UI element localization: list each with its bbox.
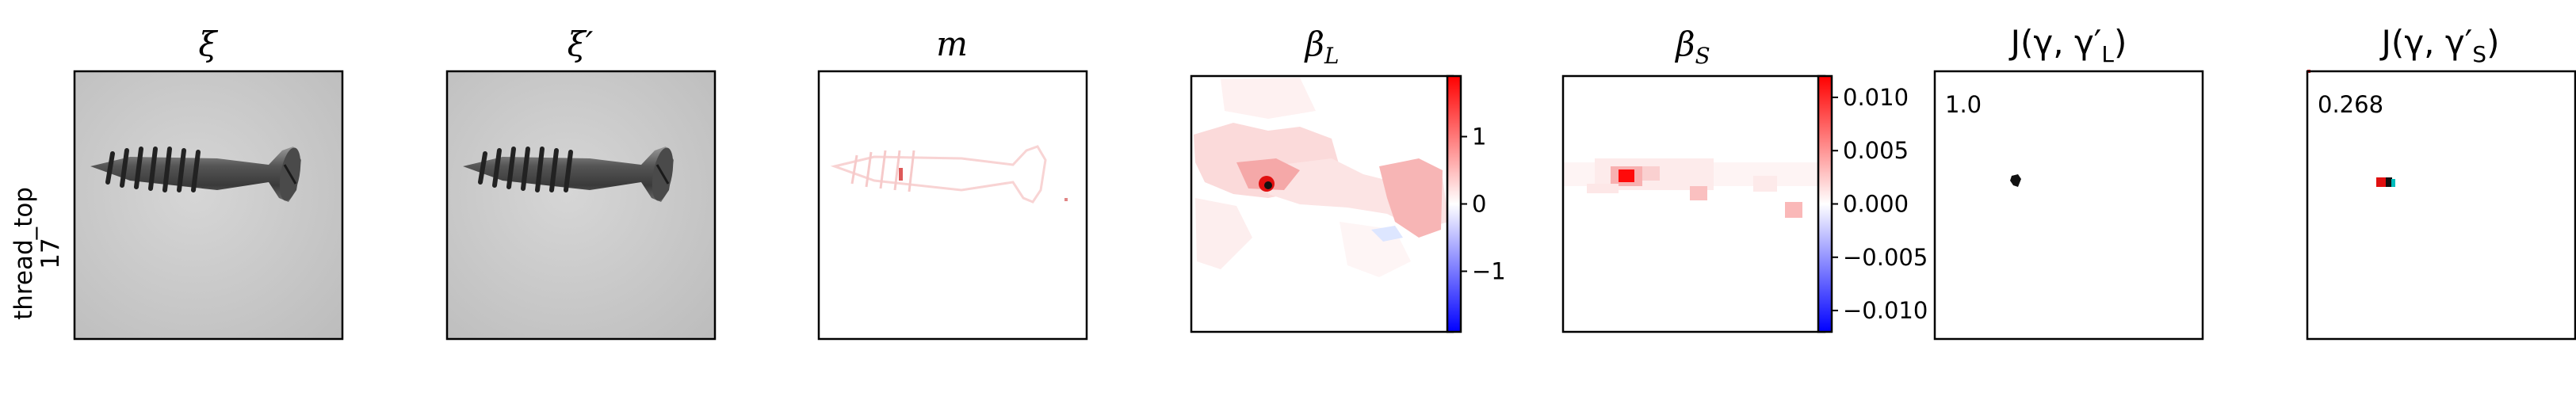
jaccard-S-value: 0.268	[2318, 91, 2383, 118]
colorbar-L-tick-label: −1	[1472, 258, 1506, 285]
colorbar-S-tick-label: 0.005	[1843, 137, 1909, 164]
colorbar-S-tick-label: 0.010	[1843, 84, 1909, 111]
svg-text:17: 17	[36, 238, 65, 268]
image-jaccard-S	[2307, 71, 2575, 339]
panel-title-xi: ξ	[198, 25, 218, 63]
mask-hotspot-2	[1064, 198, 1068, 201]
svg-text:thread_top: thread_top	[10, 187, 38, 320]
panel-title-beta-S: βS	[1674, 25, 1710, 69]
panel-jaccard-L: J(γ, γ′L) 1.0	[1933, 23, 2204, 341]
row-label-line-1: thread_top	[10, 187, 38, 320]
image-xi	[75, 71, 342, 339]
panel-title-m: m	[936, 25, 968, 63]
panel-m: m	[817, 25, 1088, 341]
beta-L-peak-core	[1264, 181, 1272, 189]
jaccard-S-black	[2386, 177, 2392, 187]
colorbar-L-gradient	[1447, 76, 1461, 332]
colorbar-S-gradient	[1818, 76, 1832, 332]
panel-xi-prime: ξ′	[445, 25, 717, 341]
row-label-line-2: 17	[36, 238, 65, 268]
colorbar-S: 0.010 0.005 0.000 −0.005 −0.010	[1817, 74, 1928, 333]
jaccard-S-cyan	[2391, 179, 2395, 187]
colorbar-L-tick-label: 0	[1472, 191, 1486, 218]
image-jaccard-L	[1935, 71, 2203, 339]
mask-outline	[830, 145, 1047, 204]
colorbar-S-tick-label: −0.005	[1843, 244, 1928, 271]
panel-title-beta-L: βL	[1304, 25, 1340, 69]
panel-title-jaccard-L: J(γ, γ′L)	[2008, 23, 2127, 67]
colorbar-S-tick-label: 0.000	[1843, 191, 1909, 218]
heatmap-beta-S	[1563, 76, 1825, 332]
panel-title-jaccard-S: J(γ, γ′S)	[2379, 23, 2500, 67]
image-m	[819, 71, 1087, 339]
beta-L-regions	[1194, 78, 1449, 277]
panel-xi: ξ	[73, 25, 344, 341]
image-xi-prime	[447, 71, 715, 339]
jaccard-L-value: 1.0	[1945, 91, 1982, 118]
beta-S-cells	[1563, 158, 1825, 218]
colorbar-L: 1 0 −1	[1446, 74, 1506, 333]
row-label: thread_top 17	[10, 187, 65, 320]
panel-beta-S: βS 0.010 0.005 0.000 −0.005 −0.010	[1561, 25, 1928, 333]
mask-hotspot	[899, 168, 903, 181]
panel-jaccard-S: J(γ, γ′S) 0.268	[2306, 23, 2576, 341]
jaccard-L-blob	[2010, 174, 2021, 187]
jaccard-S-red	[2376, 177, 2387, 187]
panel-title-xi-prime: ξ′	[568, 25, 594, 63]
panel-beta-L: βL 1 0 −1	[1190, 25, 1506, 333]
colorbar-L-tick-label: 1	[1472, 124, 1486, 150]
colorbar-S-tick-label: −0.010	[1843, 297, 1928, 324]
